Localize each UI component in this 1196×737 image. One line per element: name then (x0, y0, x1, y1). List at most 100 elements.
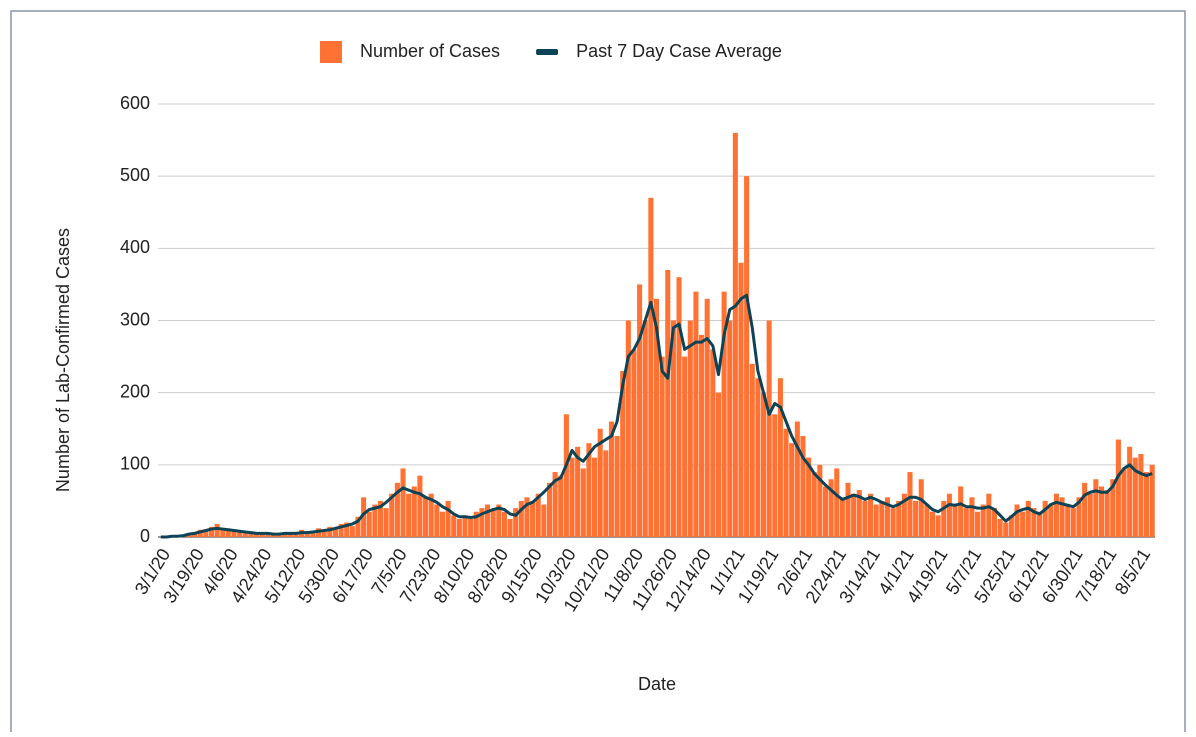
bar (451, 515, 457, 537)
bar (755, 378, 761, 537)
bar (513, 508, 519, 537)
bar (1042, 500, 1048, 537)
bar (806, 457, 812, 537)
bar (473, 511, 479, 537)
bar (496, 504, 502, 537)
bar (637, 284, 643, 537)
bar (721, 291, 727, 537)
bar (665, 269, 671, 537)
bar (524, 497, 530, 537)
bar (856, 490, 862, 537)
bar (687, 320, 693, 537)
bar (749, 363, 755, 537)
bar (659, 356, 665, 537)
bar (777, 378, 783, 537)
bar (1110, 479, 1116, 537)
bar (518, 500, 524, 537)
bar (287, 533, 293, 537)
bar (1098, 486, 1105, 537)
bar (918, 479, 924, 537)
bar (558, 475, 564, 537)
bar (445, 500, 451, 537)
bar (975, 511, 981, 537)
bar (699, 334, 705, 537)
bar (338, 524, 344, 537)
y-axis-label: Number of Lab-Confirmed Cases (53, 228, 73, 492)
bar (879, 500, 885, 537)
bar (332, 528, 338, 537)
bar (1093, 479, 1099, 537)
bar (980, 504, 986, 537)
bar (997, 518, 1003, 537)
bar (884, 497, 890, 537)
bar (789, 443, 795, 537)
bar (1087, 493, 1093, 537)
bar (231, 531, 237, 537)
bar (361, 497, 367, 537)
y-tick-label: 400 (120, 237, 150, 257)
bar (327, 526, 333, 537)
bar (760, 392, 767, 537)
bar (372, 504, 378, 537)
bar (924, 504, 930, 537)
bar (873, 504, 879, 537)
line (160, 293, 1153, 539)
bar (603, 450, 609, 537)
bar (349, 526, 355, 537)
bar (417, 475, 423, 537)
bar (310, 531, 316, 537)
bar (1127, 446, 1133, 537)
bar (907, 472, 913, 537)
bar (1121, 468, 1127, 537)
bar (620, 371, 626, 537)
bar (1076, 497, 1082, 537)
bar (366, 511, 372, 537)
bar (377, 500, 384, 537)
bar (614, 435, 620, 537)
bar (1014, 504, 1020, 537)
bar (738, 262, 744, 537)
bar (484, 504, 491, 537)
legend-swatch (320, 41, 342, 63)
bar (868, 493, 874, 537)
bar (254, 534, 260, 537)
bar (845, 482, 851, 537)
bar (501, 511, 507, 537)
bar (355, 516, 361, 537)
bar (642, 320, 648, 537)
bar (304, 532, 310, 537)
bar (321, 530, 327, 537)
bar (575, 446, 581, 537)
bar (276, 534, 282, 537)
x-tick-label: 8/5/21 (1111, 545, 1154, 598)
bar (586, 443, 592, 537)
bar (1008, 515, 1014, 537)
bar (732, 132, 738, 537)
bar (592, 457, 598, 537)
bar (653, 298, 660, 537)
bar (682, 356, 688, 537)
bar (439, 511, 445, 537)
y-tick-label: 200 (120, 381, 150, 401)
bar (1104, 490, 1110, 537)
bar (1003, 522, 1009, 537)
frame (10, 10, 1186, 737)
bar (225, 529, 231, 537)
bar (704, 298, 710, 537)
bar (1115, 439, 1121, 537)
bar (552, 472, 558, 537)
bar (563, 414, 569, 537)
bar (468, 518, 474, 537)
bar (631, 349, 637, 537)
bar (766, 320, 772, 537)
bar (389, 493, 395, 537)
y-tick-label: 100 (120, 454, 150, 474)
bar (203, 531, 209, 537)
bar (969, 497, 975, 537)
x-axis-label: Date (638, 674, 676, 694)
bar (1144, 472, 1150, 537)
bar (423, 497, 429, 537)
y-tick-label: 0 (140, 526, 150, 546)
bar (676, 277, 682, 537)
bar (507, 518, 513, 537)
